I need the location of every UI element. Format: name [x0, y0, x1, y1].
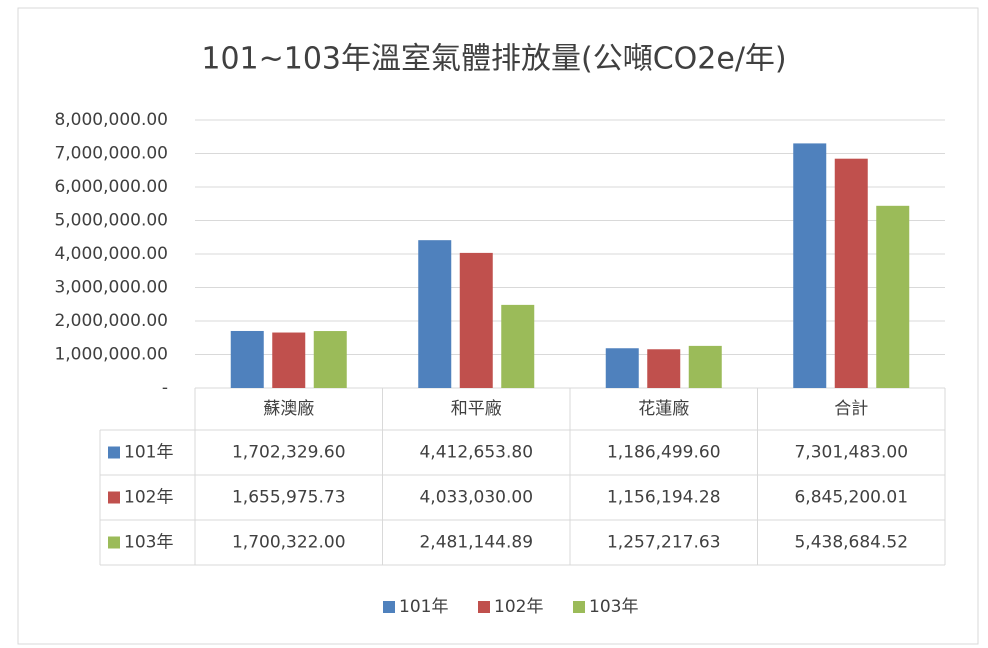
table-value: 5,438,684.52: [794, 533, 908, 553]
table-value: 4,033,030.00: [419, 488, 533, 508]
table-row-label: 101年: [124, 443, 173, 463]
legend-key: [478, 601, 490, 613]
bar: [793, 143, 827, 388]
table-value: 1,257,217.63: [607, 533, 721, 553]
bar: [688, 345, 722, 388]
table-value: 2,481,144.89: [419, 533, 533, 553]
bar: [647, 349, 681, 388]
bar: [459, 252, 493, 388]
y-tick-label: 4,000,000.00: [54, 244, 168, 264]
table-value: 6,845,200.01: [794, 488, 908, 508]
legend-label: 102年: [494, 597, 543, 617]
table-value: 1,702,329.60: [232, 443, 346, 463]
x-tick-label: 和平廠: [451, 398, 502, 419]
bar: [313, 331, 347, 388]
bar: [834, 158, 868, 388]
x-tick-label: 合計: [834, 399, 868, 419]
legend-key: [383, 601, 395, 613]
bar: [230, 330, 264, 388]
legend-label: 101年: [399, 597, 448, 617]
table-value: 1,186,499.60: [607, 443, 721, 463]
table-legend-key: [108, 536, 120, 549]
table-row-label: 103年: [124, 533, 173, 553]
y-tick-label: 6,000,000.00: [54, 177, 168, 197]
y-tick-label: 3,000,000.00: [54, 278, 168, 298]
y-tick-label: 7,000,000.00: [54, 144, 168, 164]
chart-title: 101~103年溫室氣體排放量(公噸CO2e/年): [201, 42, 786, 77]
table-value: 1,655,975.73: [232, 488, 346, 508]
y-tick-label: 1,000,000.00: [54, 345, 168, 365]
bar: [272, 332, 306, 388]
table-legend-key: [108, 446, 120, 459]
y-tick-label: -: [162, 378, 168, 398]
table-row-label: 102年: [124, 488, 173, 508]
bar: [418, 240, 452, 388]
bar: [501, 304, 535, 388]
table-value: 7,301,483.00: [794, 443, 908, 463]
legend-key: [573, 601, 585, 613]
table-value: 1,700,322.00: [232, 533, 346, 553]
legend-label: 103年: [589, 597, 638, 617]
table-value: 1,156,194.28: [607, 488, 721, 508]
bar: [605, 348, 639, 388]
y-tick-label: 8,000,000.00: [54, 110, 168, 130]
x-tick-label: 花蓮廠: [638, 398, 689, 419]
table-legend-key: [108, 491, 120, 504]
table-value: 4,412,653.80: [419, 443, 533, 463]
y-tick-label: 5,000,000.00: [54, 211, 168, 231]
x-tick-label: 蘇澳廠: [263, 398, 314, 419]
bar: [876, 205, 910, 388]
y-tick-label: 2,000,000.00: [54, 311, 168, 331]
